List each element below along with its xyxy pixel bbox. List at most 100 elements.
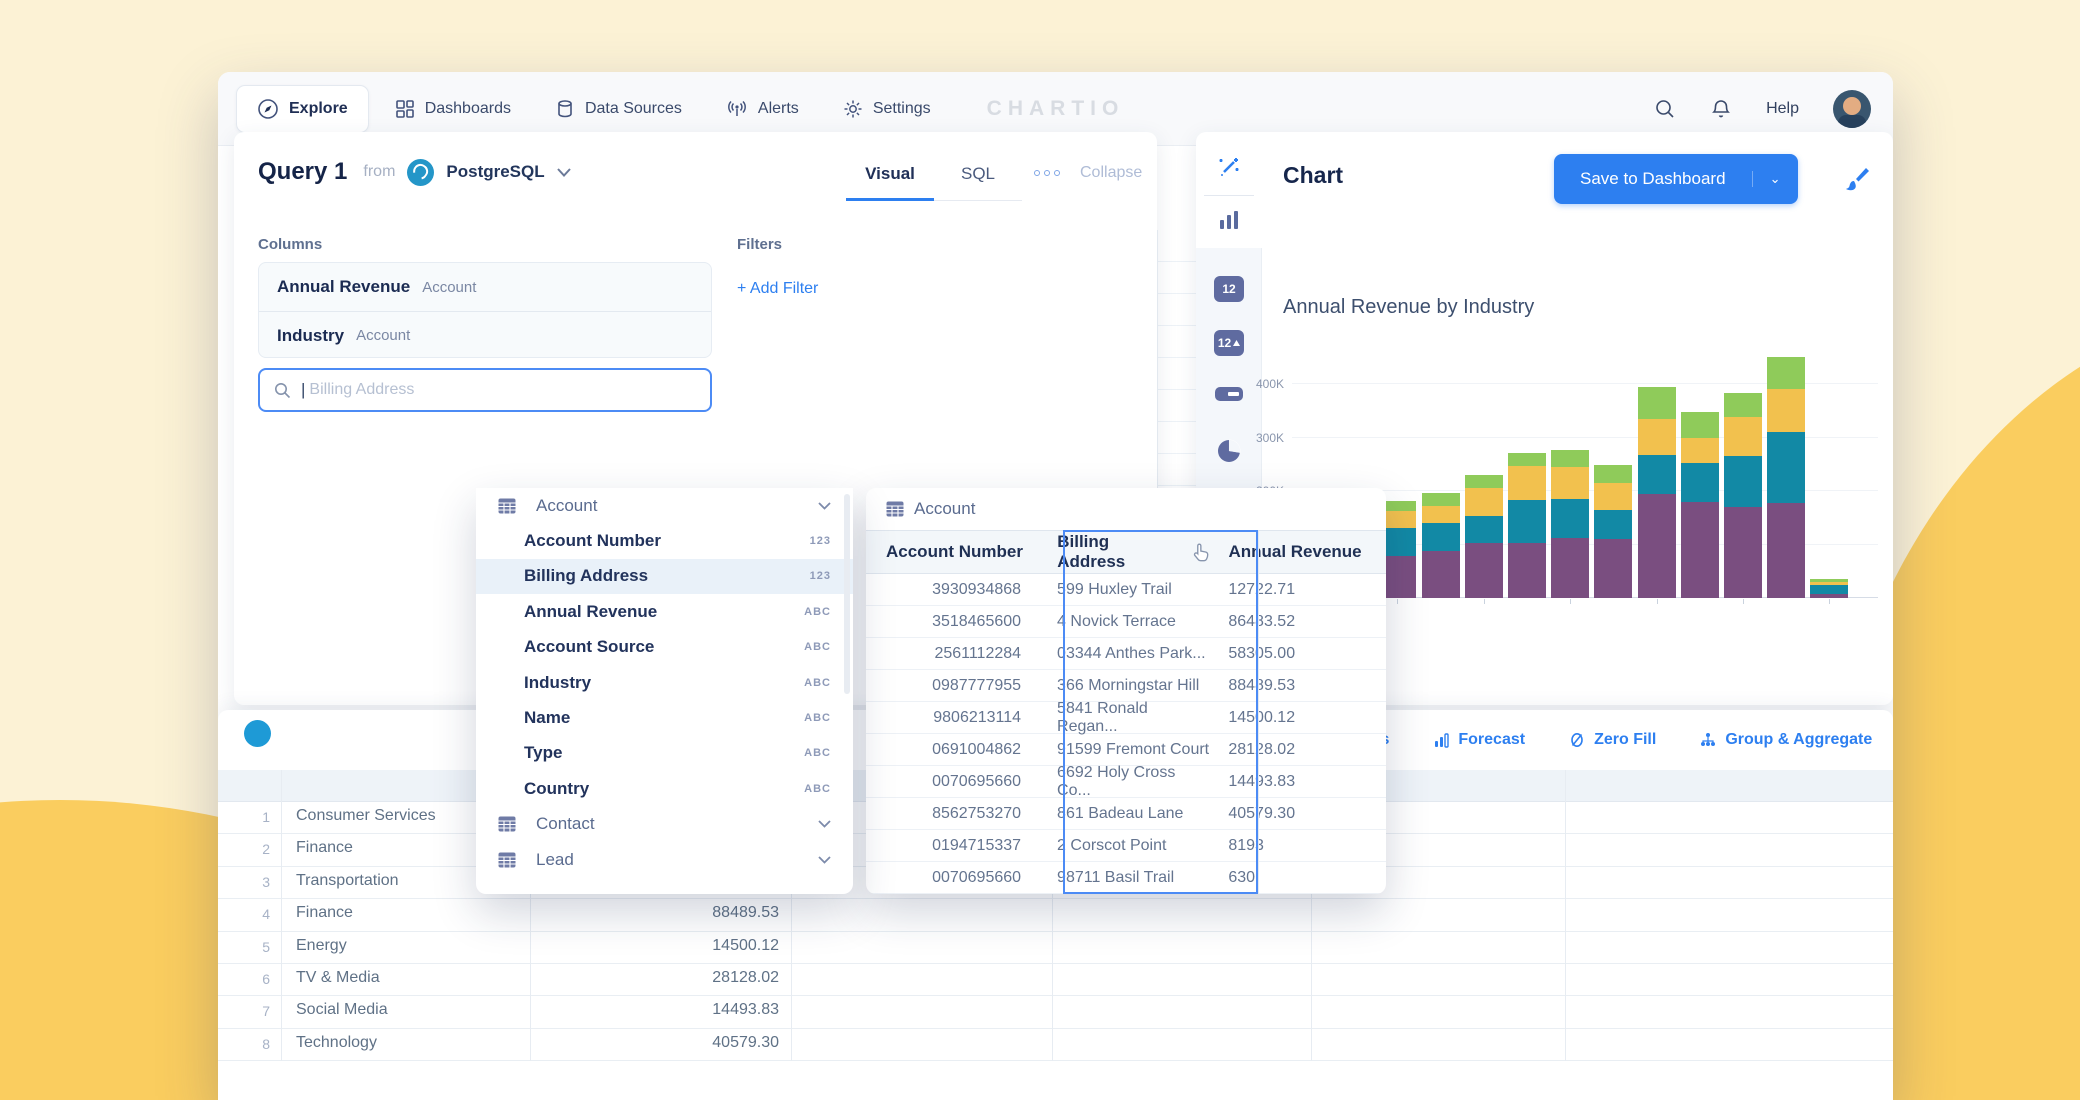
row-value: 14500.12 [712,936,779,954]
cell-annual-revenue: 12722.71 [1228,580,1296,598]
dropdown-group-lead[interactable]: Lead [476,842,853,877]
search-placeholder: Billing Address [309,381,415,398]
dropdown-field-account-source[interactable]: Account Source ABC [476,630,853,665]
tab-visual[interactable]: Visual [846,156,934,201]
field-name: Type [524,743,563,763]
bar-segment-teal [1767,432,1806,504]
nav-item-explore[interactable]: Explore [236,84,369,133]
row-industry: Energy [296,936,347,954]
style-brush-icon[interactable] [1844,166,1870,192]
nav-item-alerts[interactable]: Alerts [726,99,799,119]
preview-row[interactable]: 0194715337 2 Corscot Point 8193 [866,830,1386,862]
bar-segment-teal [1810,584,1849,594]
bullet-chart-icon[interactable] [1196,386,1262,402]
stacked-bar[interactable] [1767,357,1806,598]
field-name: Name [524,708,571,728]
cell-account-number: 0691004862 [932,740,1022,758]
zero-fill-button[interactable]: Zero Fill [1569,731,1656,749]
save-to-dashboard-button[interactable]: Save to Dashboard ⌄ [1554,154,1798,204]
stacked-bar[interactable] [1508,453,1546,598]
magic-wand-icon[interactable] [1196,154,1262,180]
bar-chart-icon[interactable] [1196,208,1262,232]
preview-row[interactable]: 2561112284 03344 Anthes Park... 58305.00 [866,638,1386,670]
field-name: Industry [524,672,592,692]
help-link[interactable]: Help [1766,99,1799,117]
stacked-bar[interactable] [1637,387,1676,598]
stacked-bar[interactable] [1594,465,1633,598]
datasource-name[interactable]: PostgreSQL [446,162,545,181]
preview-row[interactable]: 3518465600 4 Novick Terrace 86483.52 [866,606,1386,638]
dropdown-group-account[interactable]: Account [476,488,853,523]
table-row[interactable]: 8 Technology 40579.30 [218,1029,1893,1062]
tab-sql[interactable]: SQL [960,164,996,183]
preview-row[interactable]: 8562753270 861 Badeau Lane 40579.30 [866,798,1386,830]
stacked-bar[interactable] [1464,474,1503,598]
column-chip-annual-revenue[interactable]: Annual Revenue Account [259,263,711,311]
bar-segment-teal [1421,523,1460,551]
nav-label-dashboards: Dashboards [424,99,511,117]
more-options-icon[interactable] [1034,170,1060,176]
bar-segment-teal [1594,509,1633,539]
user-avatar[interactable] [1833,89,1871,128]
cell-annual-revenue: 8193 [1228,836,1264,854]
field-name: Billing Address [524,566,649,586]
group-aggregate-label: Group & Aggregate [1725,731,1873,748]
nav-item-settings[interactable]: Settings [843,99,931,119]
table-row[interactable]: 7 Social Media 14493.83 [218,996,1893,1029]
single-value-trend-icon[interactable]: 12 [1196,330,1262,356]
stacked-bar[interactable] [1551,449,1590,598]
nav-item-data-sources[interactable]: Data Sources [555,99,682,119]
dropdown-field-country[interactable]: Country ABC [476,771,853,806]
stacked-bar[interactable] [1421,493,1460,598]
preview-row[interactable]: 0070695660 98711 Basil Trail 630 [866,862,1386,894]
row-number: 8 [262,1035,270,1052]
single-value-icon[interactable]: 12 [1196,276,1262,302]
field-type-badge: 123 [809,570,831,583]
bar-segment-yellow [1378,510,1417,529]
dropdown-field-type[interactable]: Type ABC [476,736,853,771]
bar-segment-yellow [1724,416,1762,457]
bar-segment-purple [1421,550,1460,598]
dropdown-field-annual-revenue[interactable]: Annual Revenue ABC [476,594,853,629]
preview-row[interactable]: 0070695660 6692 Holy Cross Co... 14493.83 [866,764,1386,799]
search-icon[interactable] [1654,98,1676,120]
stacked-bar[interactable] [1680,412,1719,598]
preview-col-annual-revenue[interactable]: Annual Revenue [1228,542,1362,561]
bell-icon[interactable] [1710,98,1732,120]
bar-segment-green [1378,500,1417,511]
row-value: 88489.53 [712,904,779,922]
group-label: Lead [536,849,574,869]
column-search-input[interactable]: | Billing Address [258,368,712,412]
dropdown-field-billing-address[interactable]: Billing Address 123 [476,558,853,595]
field-name: Account Source [524,637,655,657]
collapse-button[interactable]: Collapse [1080,164,1143,181]
cell-billing-address: 2 Corscot Point [1057,836,1167,854]
preview-row[interactable]: 0987777955 366 Morningstar Hill 88489.53 [866,670,1386,702]
chevron-down-icon[interactable] [556,167,571,177]
preview-row[interactable]: 3930934868 599 Huxley Trail 12722.71 [866,574,1386,606]
table-row[interactable]: 4 Finance 88489.53 [218,899,1893,932]
dropdown-field-account-number[interactable]: Account Number 123 [476,523,853,558]
pie-chart-icon[interactable] [1196,438,1262,464]
dropdown-field-industry[interactable]: Industry ABC [476,665,853,700]
preview-col-billing-address[interactable]: Billing Address [1039,532,1210,572]
add-filter-button[interactable]: + Add Filter [737,280,819,297]
dropdown-scrollbar[interactable] [844,494,850,694]
nav-item-dashboards[interactable]: Dashboards [395,99,511,119]
preview-row[interactable]: 0691004862 91599 Fremont Court 28128.02 [866,734,1386,766]
save-button-chevron[interactable]: ⌄ [1751,171,1798,187]
table-row[interactable]: 6 TV & Media 28128.02 [218,964,1893,997]
preview-row[interactable]: 9806213114 5841 Ronald Regan... 14500.12 [866,700,1386,735]
stacked-bar[interactable] [1810,579,1849,598]
table-row[interactable]: 5 Energy 14500.12 [218,932,1893,964]
dropdown-group-contact[interactable]: Contact [476,807,853,842]
group-aggregate-button[interactable]: Group & Aggregate [1700,731,1872,749]
stacked-bar[interactable] [1724,393,1762,598]
bar-segment-yellow [1594,482,1633,510]
forecast-button[interactable]: Forecast [1433,731,1525,749]
dropdown-field-name[interactable]: Name ABC [476,700,853,735]
save-button-label: Save to Dashboard [1580,169,1726,188]
text-cursor: | [301,380,306,399]
column-chip-industry[interactable]: Industry Account [259,311,711,359]
preview-col-account-number[interactable]: Account Number [886,542,1023,561]
